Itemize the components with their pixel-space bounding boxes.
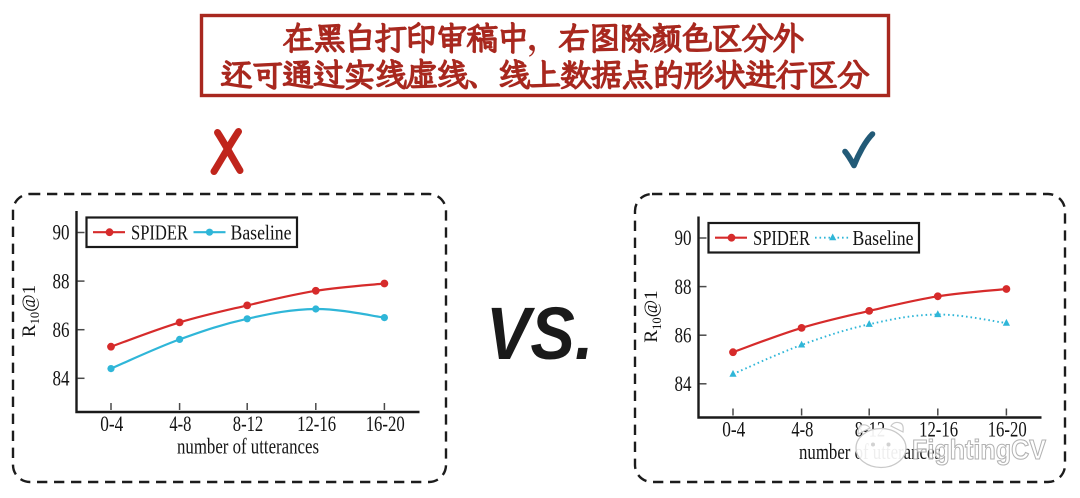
svg-text:12-16: 12-16 xyxy=(919,416,958,441)
svg-text:84: 84 xyxy=(53,366,70,391)
svg-text:4-8: 4-8 xyxy=(169,411,191,436)
svg-text:SPIDER: SPIDER xyxy=(131,220,188,244)
svg-text:SPIDER: SPIDER xyxy=(753,226,810,250)
svg-text:Baseline: Baseline xyxy=(231,220,292,244)
svg-text:8-12: 8-12 xyxy=(233,411,264,436)
svg-text:84: 84 xyxy=(675,371,692,396)
svg-text:16-20: 16-20 xyxy=(366,411,405,436)
svg-text:R10@1: R10@1 xyxy=(19,285,42,337)
svg-text:88: 88 xyxy=(675,274,692,299)
svg-text:0-4: 0-4 xyxy=(100,411,123,436)
svg-text:0-4: 0-4 xyxy=(722,416,745,441)
svg-text:FightingCV: FightingCV xyxy=(912,434,1046,465)
svg-text:Baseline: Baseline xyxy=(853,226,914,250)
svg-text:90: 90 xyxy=(53,220,70,245)
svg-text:90: 90 xyxy=(675,225,692,250)
svg-text:VS.: VS. xyxy=(486,292,593,375)
svg-text:4-8: 4-8 xyxy=(791,416,813,441)
svg-text:12-16: 12-16 xyxy=(297,411,336,436)
svg-text:R10@1: R10@1 xyxy=(641,290,664,342)
svg-text:88: 88 xyxy=(53,268,70,293)
svg-text:86: 86 xyxy=(53,317,70,342)
svg-text:16-20: 16-20 xyxy=(988,416,1027,441)
svg-text:number of utterances: number of utterances xyxy=(177,433,319,458)
svg-text:86: 86 xyxy=(675,322,692,347)
